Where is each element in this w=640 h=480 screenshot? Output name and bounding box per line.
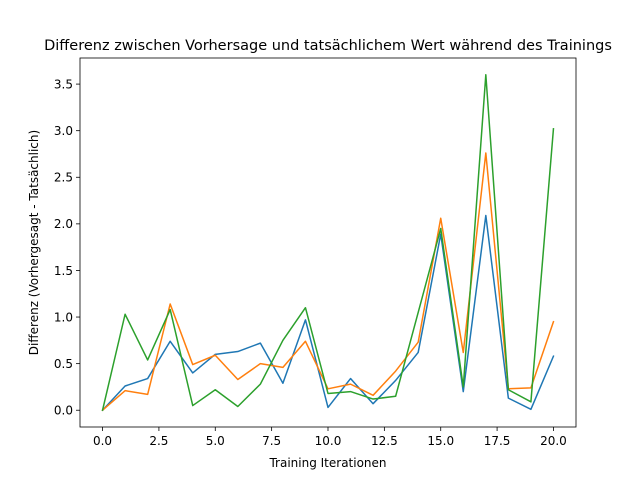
series-line-1	[101, 214, 555, 412]
series-line-3	[101, 74, 555, 412]
x-tick-label: 7.5	[262, 434, 281, 448]
plot-area-frame	[79, 57, 577, 428]
x-tick-label: 0.0	[93, 434, 112, 448]
x-tick-label: 2.5	[149, 434, 168, 448]
y-tick-label: 0.5	[54, 357, 73, 371]
y-tick-label: 1.0	[54, 310, 73, 324]
x-tick-label: 15.0	[427, 434, 454, 448]
y-tick-label: 2.0	[54, 217, 73, 231]
y-tick-label: 3.0	[54, 124, 73, 138]
chart-title: Differenz zwischen Vorhersage und tatsäc…	[44, 38, 612, 54]
x-tick-label: 17.5	[484, 434, 511, 448]
series-layer	[101, 74, 555, 412]
x-tick-label: 10.0	[315, 434, 342, 448]
y-axis-label: Differenz (Vorhergesagt - Tatsächlich)	[27, 130, 41, 355]
y-tick-label: 0.0	[54, 404, 73, 418]
y-tick-label: 1.5	[54, 264, 73, 278]
x-axis-ticks: 0.0 2.5 5.0 7.5 10.0 12.5 15.0 17.5 20.0	[93, 427, 567, 448]
x-axis-label: Training Iterationen	[268, 456, 386, 470]
y-tick-label: 3.5	[54, 77, 73, 91]
series-line-2	[101, 152, 555, 412]
x-tick-label: 12.5	[371, 434, 398, 448]
y-axis-ticks: 0.0 0.5 1.0 1.5 2.0 2.5 3.0 3.5	[54, 77, 80, 418]
x-tick-label: 5.0	[206, 434, 225, 448]
y-tick-label: 2.5	[54, 171, 73, 185]
x-tick-label: 20.0	[540, 434, 567, 448]
